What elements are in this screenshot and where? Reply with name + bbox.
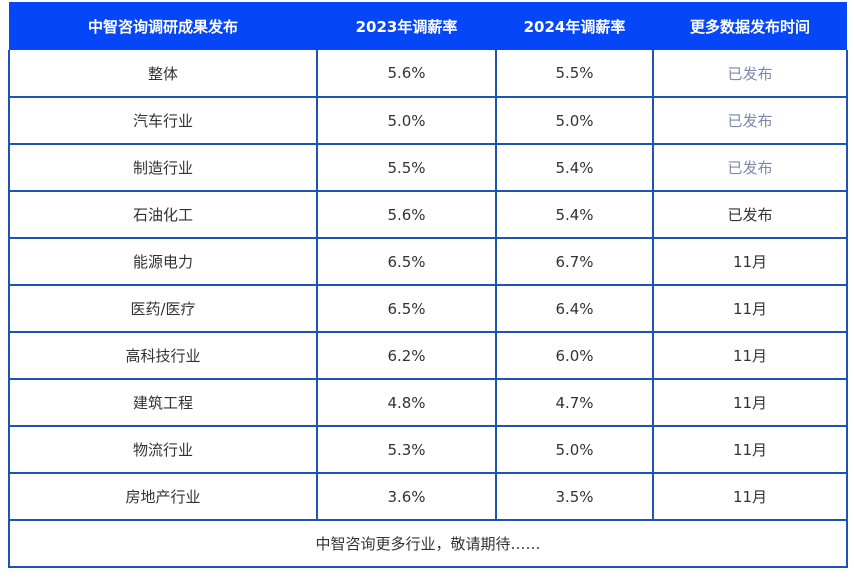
table-row: 房地产行业 3.6% 3.5% 11月 — [8, 472, 848, 521]
table-row: 能源电力 6.5% 6.7% 11月 — [8, 237, 848, 286]
release-cell: 11月 — [652, 237, 848, 286]
footer-row: 中智咨询更多行业，敬请期待…… — [8, 519, 848, 568]
release-cell: 11月 — [652, 425, 848, 474]
release-cell: 11月 — [652, 331, 848, 380]
rate-2023-cell: 6.5% — [316, 237, 497, 286]
industry-cell: 高科技行业 — [8, 331, 318, 380]
release-cell: 11月 — [652, 472, 848, 521]
industry-cell: 物流行业 — [8, 425, 318, 474]
rate-2023-cell: 3.6% — [316, 472, 497, 521]
rate-2024-cell: 5.0% — [495, 425, 654, 474]
salary-survey-table-wrap: 中智咨询调研成果发布 2023年调薪率 2024年调薪率 更多数据发布时间 整体… — [8, 2, 848, 568]
rate-2024-cell: 5.4% — [495, 143, 654, 192]
release-cell: 已发布 — [652, 143, 848, 192]
rate-2023-cell: 5.3% — [316, 425, 497, 474]
release-cell: 11月 — [652, 378, 848, 427]
rate-2024-cell: 3.5% — [495, 472, 654, 521]
rate-2023-cell: 5.6% — [316, 50, 497, 98]
header-row: 中智咨询调研成果发布 2023年调薪率 2024年调薪率 更多数据发布时间 — [9, 2, 847, 50]
rate-2023-cell: 5.5% — [316, 143, 497, 192]
release-cell: 已发布 — [652, 190, 848, 239]
rate-2023-cell: 6.5% — [316, 284, 497, 333]
column-header-2024-rate: 2024年调薪率 — [496, 2, 653, 50]
rate-2023-cell: 6.2% — [316, 331, 497, 380]
table-row: 物流行业 5.3% 5.0% 11月 — [8, 425, 848, 474]
salary-survey-table: 中智咨询调研成果发布 2023年调薪率 2024年调薪率 更多数据发布时间 整体… — [8, 2, 848, 568]
industry-cell: 建筑工程 — [8, 378, 318, 427]
rate-2024-cell: 5.0% — [495, 96, 654, 145]
table-row: 汽车行业 5.0% 5.0% 已发布 — [8, 96, 848, 145]
release-cell: 已发布 — [652, 50, 848, 98]
table-row: 建筑工程 4.8% 4.7% 11月 — [8, 378, 848, 427]
industry-cell: 整体 — [8, 50, 318, 98]
rate-2024-cell: 4.7% — [495, 378, 654, 427]
release-cell: 已发布 — [652, 96, 848, 145]
industry-cell: 石油化工 — [8, 190, 318, 239]
table-row: 石油化工 5.6% 5.4% 已发布 — [8, 190, 848, 239]
table-row: 高科技行业 6.2% 6.0% 11月 — [8, 331, 848, 380]
rate-2024-cell: 6.7% — [495, 237, 654, 286]
column-header-release-time: 更多数据发布时间 — [653, 2, 847, 50]
rate-2024-cell: 6.4% — [495, 284, 654, 333]
rate-2023-cell: 5.0% — [316, 96, 497, 145]
rate-2023-cell: 5.6% — [316, 190, 497, 239]
release-cell: 11月 — [652, 284, 848, 333]
industry-cell: 医药/医疗 — [8, 284, 318, 333]
industry-cell: 能源电力 — [8, 237, 318, 286]
rate-2024-cell: 5.5% — [495, 50, 654, 98]
table-row: 制造行业 5.5% 5.4% 已发布 — [8, 143, 848, 192]
rate-2023-cell: 4.8% — [316, 378, 497, 427]
industry-cell: 汽车行业 — [8, 96, 318, 145]
table-row: 医药/医疗 6.5% 6.4% 11月 — [8, 284, 848, 333]
table-row: 整体 5.6% 5.5% 已发布 — [8, 50, 848, 98]
industry-cell: 制造行业 — [8, 143, 318, 192]
industry-cell: 房地产行业 — [8, 472, 318, 521]
footer-note: 中智咨询更多行业，敬请期待…… — [8, 519, 848, 568]
rate-2024-cell: 5.4% — [495, 190, 654, 239]
rate-2024-cell: 6.0% — [495, 331, 654, 380]
column-header-2023-rate: 2023年调薪率 — [317, 2, 496, 50]
column-header-title: 中智咨询调研成果发布 — [9, 2, 317, 50]
